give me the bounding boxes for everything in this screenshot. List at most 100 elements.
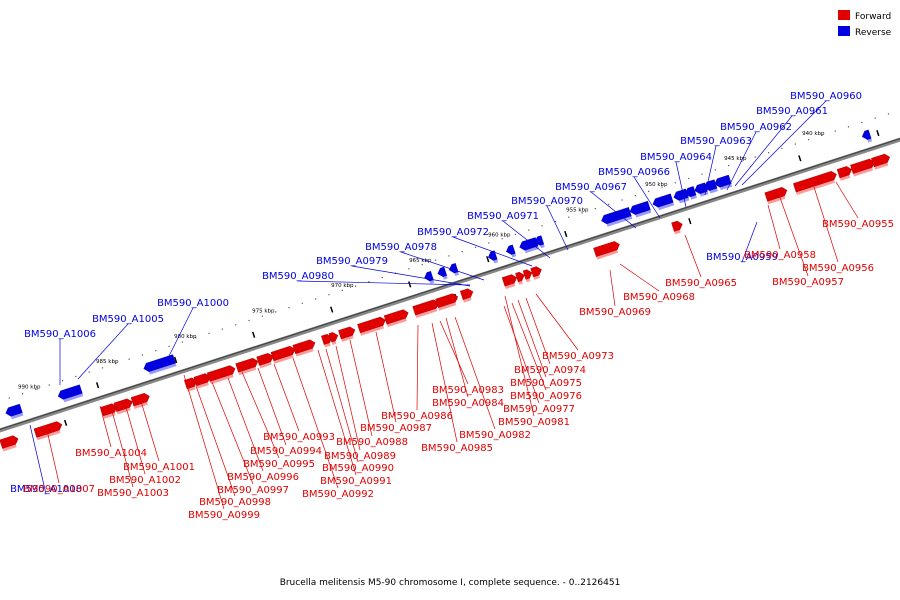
- gene-label-bm590_a0955[interactable]: BM590_A0955: [822, 219, 894, 230]
- gene-label-bm590_a1005[interactable]: BM590_A1005: [92, 314, 164, 325]
- forward-3-gene[interactable]: [113, 398, 133, 412]
- gene-label-bm590_a1004[interactable]: BM590_A1004: [75, 448, 147, 459]
- gene-label-bm590_a0991[interactable]: BM590_A0991: [320, 476, 392, 487]
- gene-label-bm590_a0957[interactable]: BM590_A0957: [772, 277, 844, 288]
- forward-10-gene[interactable]: [270, 345, 296, 362]
- gene-label-bm590_a1007[interactable]: BM590_A1007: [23, 484, 95, 495]
- forward-18-gene[interactable]: [435, 293, 459, 308]
- gene-label-bm590_a0962[interactable]: BM590_A0962: [720, 122, 792, 133]
- gene-label-bm590_a1006[interactable]: BM590_A1006: [24, 329, 96, 340]
- gene-label-bm590_a0990[interactable]: BM590_A0990: [322, 463, 394, 474]
- gene-label-bm590_a0959[interactable]: BM590_A0959: [706, 252, 778, 263]
- forward-1-gene[interactable]: [33, 421, 63, 438]
- gene-label-bm590_a0970[interactable]: BM590_A0970: [511, 196, 583, 207]
- leader-line: [45, 425, 60, 484]
- gene-label-bm590_a0997[interactable]: BM590_A0997: [217, 485, 289, 496]
- gene-label-bm590_a0976[interactable]: BM590_A0976: [510, 391, 582, 402]
- gene-label-bm590_a1008[interactable]: BM590_A1008: [10, 484, 82, 495]
- gene-label-bm590_a0998[interactable]: BM590_A0998: [199, 497, 271, 508]
- gene-label-bm590_a0992[interactable]: BM590_A0992: [302, 489, 374, 500]
- reverse-0-gene[interactable]: [5, 403, 23, 417]
- gene-label-bm590_a0980[interactable]: BM590_A0980: [262, 271, 334, 282]
- reverse-1-gene[interactable]: [57, 384, 83, 400]
- leader-line: [241, 371, 280, 459]
- leader-line: [292, 357, 339, 489]
- forward-24-gene[interactable]: [593, 241, 620, 257]
- gene-label-bm590_a0988[interactable]: BM590_A0988: [336, 437, 408, 448]
- gene-label-bm590_a0965[interactable]: BM590_A0965: [665, 278, 737, 289]
- gene-label-bm590_a0961[interactable]: BM590_A0961: [756, 106, 828, 117]
- gene-label-bm590_a1001[interactable]: BM590_A1001: [123, 462, 195, 473]
- forward-29-gene[interactable]: [836, 166, 853, 179]
- legend-forward-swatch: [838, 10, 850, 20]
- forward-9-gene[interactable]: [256, 353, 274, 366]
- forward-19-gene[interactable]: [459, 288, 474, 300]
- gene-label-bm590_a0986[interactable]: BM590_A0986: [381, 411, 453, 422]
- gene-label-bm590_a0994[interactable]: BM590_A0994: [250, 446, 322, 457]
- gene-label-bm590_a0958[interactable]: BM590_A0958: [744, 250, 816, 261]
- forward-13-gene[interactable]: [328, 332, 339, 343]
- gene-label-bm590_a0964[interactable]: BM590_A0964: [640, 152, 712, 163]
- forward-25-gene[interactable]: [671, 220, 683, 232]
- ruler-major-tick: [173, 356, 178, 364]
- forward-11-gene[interactable]: [292, 339, 316, 355]
- ruler-dot: [221, 328, 223, 330]
- forward-20-gene[interactable]: [501, 274, 518, 287]
- gene-label-bm590_a0999[interactable]: BM590_A0999: [188, 510, 260, 521]
- gene-label-bm590_a0979[interactable]: BM590_A0979: [316, 256, 388, 267]
- forward-7-gene[interactable]: [206, 365, 236, 382]
- gene-label-bm590_a0966[interactable]: BM590_A0966: [598, 167, 670, 178]
- forward-15-gene[interactable]: [357, 316, 386, 334]
- ruler-dot: [648, 190, 650, 192]
- forward-8-gene[interactable]: [235, 357, 259, 373]
- gene-label-bm590_a0993[interactable]: BM590_A0993: [263, 432, 335, 443]
- gene-label-bm590_a0982[interactable]: BM590_A0982: [459, 430, 531, 441]
- gene-label-bm590_a0985[interactable]: BM590_A0985: [421, 443, 493, 454]
- gene-label-bm590_a0981[interactable]: BM590_A0981: [498, 417, 570, 428]
- gene-label-bm590_a0987[interactable]: BM590_A0987: [360, 423, 432, 434]
- gene-label-bm590_a0960[interactable]: BM590_A0960: [790, 91, 862, 102]
- forward-28-gene[interactable]: [793, 171, 837, 193]
- gene-label-bm590_a0978[interactable]: BM590_A0978: [365, 242, 437, 253]
- gene-label-bm590_a1000[interactable]: BM590_A1000: [157, 298, 229, 309]
- forward-1-gene-shadow: [36, 430, 61, 441]
- reverse-4-gene[interactable]: [437, 266, 448, 277]
- gene-label-bm590_a0984[interactable]: BM590_A0984: [432, 398, 504, 409]
- gene-label-bm590_a0963[interactable]: BM590_A0963: [680, 136, 752, 147]
- forward-21-gene[interactable]: [515, 271, 525, 283]
- reverse-11-gene[interactable]: [629, 200, 651, 215]
- gene-label-bm590_a0972[interactable]: BM590_A0972: [417, 227, 489, 238]
- reverse-9-gene[interactable]: [534, 235, 545, 246]
- reverse-7-gene[interactable]: [506, 244, 516, 255]
- gene-label-bm590_a0968[interactable]: BM590_A0968: [623, 292, 695, 303]
- gene-label-bm590_a0969[interactable]: BM590_A0969: [579, 307, 651, 318]
- gene-label-bm590_a1002[interactable]: BM590_A1002: [109, 475, 181, 486]
- forward-31-gene[interactable]: [871, 153, 891, 168]
- forward-22-gene[interactable]: [522, 269, 533, 280]
- gene-label-bm590_a0973[interactable]: BM590_A0973: [542, 351, 614, 362]
- gene-label-bm590_a0989[interactable]: BM590_A0989: [324, 451, 396, 462]
- reverse-6-gene[interactable]: [487, 250, 498, 261]
- forward-0-gene[interactable]: [0, 435, 19, 449]
- gene-label-bm590_a0971[interactable]: BM590_A0971: [467, 211, 539, 222]
- gene-label-bm590_a0983[interactable]: BM590_A0983: [432, 385, 504, 396]
- gene-label-bm590_a0977[interactable]: BM590_A0977: [503, 404, 575, 415]
- reverse-17-gene[interactable]: [714, 174, 732, 188]
- forward-23-gene[interactable]: [530, 266, 542, 278]
- leader-line: [183, 374, 225, 510]
- gene-label-bm590_a0996[interactable]: BM590_A0996: [227, 472, 299, 483]
- gene-label-bm590_a0974[interactable]: BM590_A0974: [514, 365, 586, 376]
- gene-label-bm590_a0956[interactable]: BM590_A0956: [802, 263, 874, 274]
- gene-label-bm590_a0967[interactable]: BM590_A0967: [555, 182, 627, 193]
- reverse-18-gene[interactable]: [861, 129, 872, 140]
- gene-label-bm590_a0975[interactable]: BM590_A0975: [510, 378, 582, 389]
- forward-29-gene-shadow: [839, 174, 851, 181]
- reverse-5-gene[interactable]: [448, 263, 459, 274]
- gene-label-bm590_a1003[interactable]: BM590_A1003: [97, 488, 169, 499]
- leader-line: [227, 377, 264, 472]
- reverse-12-gene[interactable]: [652, 193, 674, 208]
- forward-16-gene[interactable]: [383, 309, 409, 325]
- reverse-2-gene-shadow: [148, 363, 177, 375]
- gene-label-bm590_a0995[interactable]: BM590_A0995: [243, 459, 315, 470]
- forward-14-gene[interactable]: [338, 326, 356, 340]
